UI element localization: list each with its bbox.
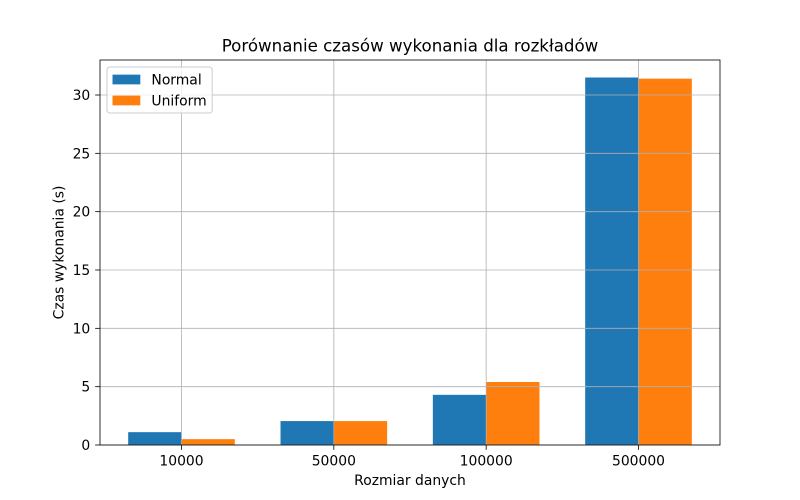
bars [128, 77, 692, 446]
legend: Normal Uniform [106, 66, 213, 114]
legend-swatch [112, 74, 141, 85]
y-tick-label: 20 [73, 205, 91, 221]
legend-label: Uniform [151, 93, 206, 109]
axes-frame [99, 59, 721, 446]
legend-label: Normal [151, 73, 201, 89]
y-axis: 0 5 10 15 20 25 30 [73, 88, 100, 454]
bar-normal-100000 [432, 394, 487, 445]
x-axis: 10000 50000 100000 500000 [159, 445, 665, 470]
bar-normal-50000 [280, 421, 334, 445]
legend-swatch [112, 95, 141, 106]
bar-uniform-100000 [486, 382, 540, 445]
x-tick-label: 100000 [460, 454, 513, 470]
x-tick-label: 50000 [312, 454, 356, 470]
y-tick-label: 0 [81, 438, 90, 454]
bar-normal-10000 [128, 432, 182, 445]
y-tick-label: 10 [73, 321, 91, 337]
bar-uniform-10000 [181, 439, 235, 445]
bar-uniform-50000 [333, 421, 388, 445]
x-tick-label: 500000 [612, 454, 665, 470]
bar-normal-500000 [585, 77, 639, 445]
x-axis-label: Rozmiar danych [354, 473, 466, 489]
chart-title: Porównanie czasów wykonania dla rozkładó… [222, 37, 599, 56]
bar-uniform-500000 [638, 78, 692, 446]
y-tick-label: 25 [73, 146, 91, 162]
y-tick-label: 30 [73, 88, 91, 104]
y-axis-label: Czas wykonania (s) [52, 186, 68, 320]
y-tick-label: 5 [81, 380, 90, 396]
y-tick-label: 15 [73, 263, 91, 279]
legend-item-normal: Normal [112, 73, 202, 89]
legend-item-uniform: Uniform [112, 93, 207, 109]
x-tick-label: 10000 [159, 454, 203, 470]
